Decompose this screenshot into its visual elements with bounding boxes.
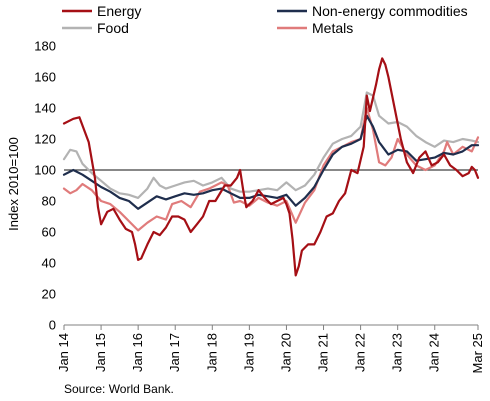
y-tick-label: 40	[42, 256, 56, 271]
x-tick-label: Jan 17	[167, 333, 182, 372]
x-tick-label: Jan 14	[56, 333, 71, 372]
legend-label-energy: Energy	[97, 3, 141, 19]
y-tick-label: 100	[34, 163, 56, 178]
x-tick-label: Jan 23	[390, 333, 405, 372]
series-line-food	[62, 91, 480, 199]
series-line-metals	[62, 106, 480, 232]
legend-label-food: Food	[97, 20, 129, 36]
y-tick-label: 120	[34, 132, 56, 147]
y-tick-label: 60	[42, 225, 56, 240]
x-tick-label: Jan 18	[204, 333, 219, 372]
x-tick-label: Jan 24	[427, 333, 442, 372]
chart-legend: Energy Non-energy commodities Food Metals	[62, 3, 468, 36]
x-tick-label: Jan 20	[278, 333, 293, 372]
source-note: Source: World Bank.	[64, 382, 174, 396]
chart-series	[62, 57, 480, 277]
y-tick-label: 140	[34, 101, 56, 116]
y-tick-label: 0	[49, 318, 56, 333]
x-tick-label: Mar 25	[470, 333, 485, 373]
legend-label-metals: Metals	[312, 20, 353, 36]
series-line-non-energy-commodities	[62, 114, 480, 210]
y-tick-label: 160	[34, 70, 56, 85]
series-line-energy	[62, 57, 480, 277]
x-tick-label: Jan 22	[353, 333, 368, 372]
legend-label-non-energy-commodities: Non-energy commodities	[312, 3, 468, 19]
x-tick-label: Jan 19	[241, 333, 256, 372]
y-axis-label: Index 2010=100	[6, 137, 21, 231]
y-tick-label: 20	[42, 287, 56, 302]
y-tick-label: 180	[34, 39, 56, 54]
x-axis-ticks: Jan 14 Jan 15 Jan 16 Jan 17 Jan 18 Jan 19 Jan …	[56, 325, 485, 373]
x-tick-label: Jan 21	[316, 333, 331, 372]
y-tick-label: 80	[42, 194, 56, 209]
y-axis-ticks: 0 20 40 60 80 100 120 140 160 180	[34, 39, 56, 333]
x-tick-label: Jan 15	[93, 333, 108, 372]
x-tick-label: Jan 16	[130, 333, 145, 372]
